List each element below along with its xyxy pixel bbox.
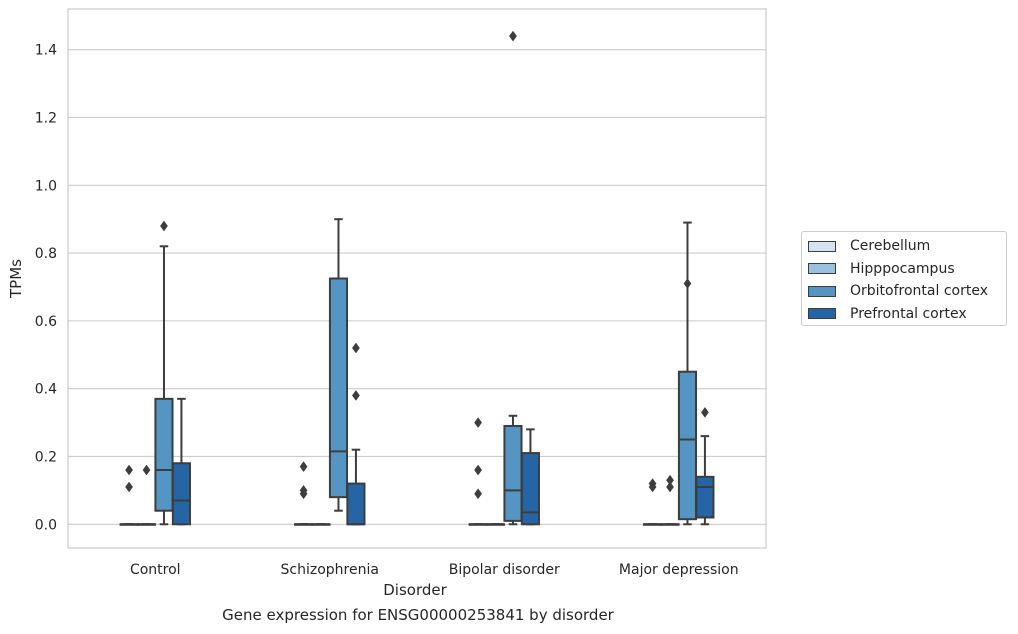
- box-element: [468, 417, 488, 526]
- outlier-point: [474, 488, 482, 500]
- legend-label: Hipppocampus: [850, 260, 955, 277]
- legend-item: Hipppocampus: [808, 258, 1006, 281]
- x-tick-label: Schizophrenia: [281, 562, 379, 578]
- box-element: [154, 220, 174, 526]
- box-element: [660, 474, 680, 526]
- outlier-point: [666, 474, 674, 486]
- legend-item: Orbitofrontal cortex: [808, 280, 1006, 303]
- gridlines: [68, 49, 766, 525]
- box-series-layer: [119, 30, 715, 526]
- x-tick-label: Major depression: [619, 562, 739, 578]
- x-tick-label: Control: [130, 562, 181, 578]
- box-element: [485, 523, 506, 526]
- box-element: [171, 397, 191, 526]
- outlier-point: [648, 478, 657, 490]
- x-tick-label: Bipolar disorder: [449, 562, 560, 578]
- outlier-point: [125, 464, 133, 476]
- outlier-point: [509, 30, 517, 42]
- box-element: [328, 218, 349, 512]
- series-cerebellum: [119, 417, 663, 526]
- box-element: [643, 478, 663, 526]
- box-iqr: [695, 475, 715, 519]
- outlier-point: [299, 461, 308, 473]
- box-element: [520, 428, 540, 526]
- chart-caption: Gene expression for ENSG00000253841 by d…: [222, 606, 614, 624]
- y-tick-label: 0.2: [35, 449, 57, 465]
- y-tick-label: 1.4: [35, 43, 57, 59]
- box-iqr: [171, 462, 191, 526]
- y-tick-label: 0.8: [35, 246, 57, 262]
- y-tick-label: 1.0: [35, 178, 57, 194]
- box-element: [119, 464, 139, 526]
- outlier-point: [666, 481, 674, 493]
- box-element: [346, 342, 366, 526]
- x-axis-label: Disorder: [383, 581, 447, 599]
- box-iqr: [154, 397, 174, 512]
- y-tick-label: 0.6: [35, 314, 57, 330]
- box-element: [695, 406, 715, 526]
- outlier-point: [474, 417, 482, 429]
- box-iqr: [677, 370, 698, 521]
- legend-label: Cerebellum: [850, 238, 931, 255]
- series-orbitofrontal-cortex: [154, 30, 698, 526]
- legend-item: Prefrontal cortex: [808, 303, 1006, 326]
- box-element: [136, 464, 157, 526]
- outlier-point: [352, 390, 360, 401]
- legend-swatch: [808, 308, 836, 320]
- box-element: [503, 30, 523, 526]
- outlier-point: [299, 484, 308, 496]
- outlier-point: [160, 220, 168, 232]
- box-iqr: [503, 424, 523, 522]
- x-tick-labels: Control Schizophrenia Bipolar disorder Majo…: [130, 562, 739, 578]
- legend-item: Cerebellum: [808, 235, 1006, 258]
- legend-swatch: [808, 285, 836, 297]
- outlier-point: [701, 406, 709, 418]
- series-hipppocampus: [136, 464, 680, 526]
- y-tick-labels: 0.0 0.2 0.4 0.6 0.8 1.0 1.2 1.4: [35, 43, 57, 534]
- y-axis-label: TPMs: [7, 259, 25, 299]
- outlier-point: [474, 464, 482, 476]
- outlier-point: [125, 481, 133, 493]
- legend-swatch: [808, 263, 836, 275]
- y-tick-label: 0.4: [35, 382, 57, 398]
- y-tick-label: 0.0: [35, 517, 57, 533]
- outlier-point: [683, 278, 692, 290]
- outlier-point: [142, 464, 151, 476]
- box-iqr: [346, 482, 366, 526]
- box-iqr: [520, 452, 540, 526]
- legend-label: Orbitofrontal cortex: [850, 283, 988, 300]
- plot-frame: [67, 8, 767, 549]
- box-iqr: [328, 277, 349, 499]
- box-element: [677, 221, 698, 526]
- outlier-point: [352, 342, 360, 354]
- legend-swatch: [808, 240, 836, 252]
- box-element: [294, 461, 314, 526]
- legend: Cerebellum Hipppocampus Orbitofrontal cort…: [801, 231, 1007, 326]
- y-tick-label: 1.2: [35, 110, 57, 126]
- box-element: [311, 523, 331, 526]
- legend-label: Prefrontal cortex: [850, 305, 967, 322]
- series-prefrontal-cortex: [171, 342, 715, 526]
